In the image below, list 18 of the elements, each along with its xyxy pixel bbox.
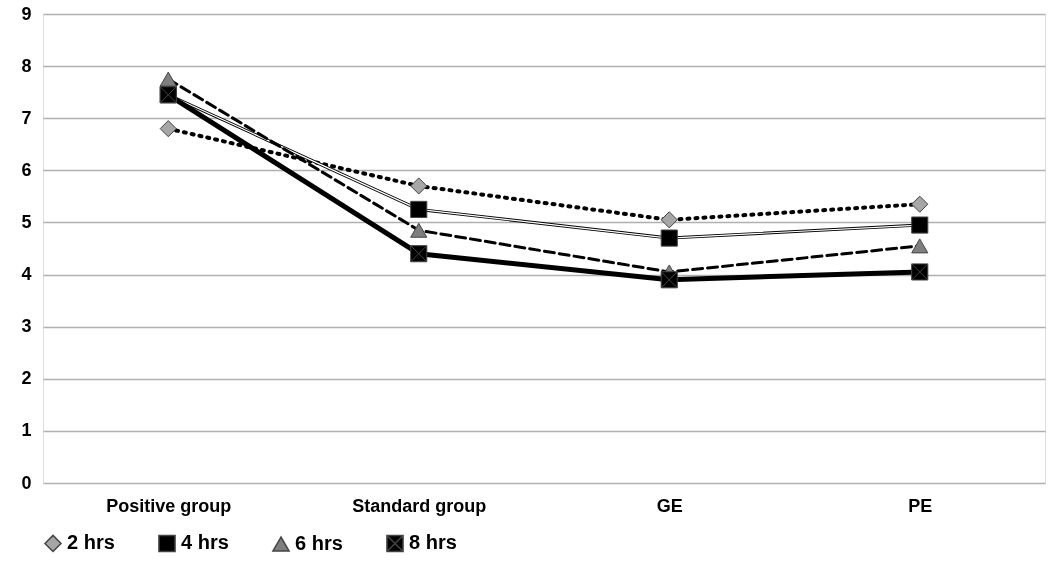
y-tick-label: 5	[21, 211, 32, 232]
y-tick-label: 7	[21, 107, 32, 128]
y-tick-label: 9	[21, 3, 32, 24]
y-tick-label: 3	[21, 316, 32, 337]
x-tick-label: Positive group	[106, 495, 232, 516]
y-tick-label: 6	[21, 159, 32, 180]
y-tick-label: 2	[21, 368, 32, 389]
y-tick-label: 0	[21, 472, 32, 493]
y-tick-label: 8	[21, 55, 32, 76]
y-tick-label: 4	[21, 264, 32, 285]
x-tick-label: GE	[656, 495, 683, 516]
x-tick-label: Standard group	[352, 495, 487, 516]
legend-label: 8 hrs	[409, 531, 457, 554]
x-tick-label: PE	[908, 495, 933, 516]
legend-label: 2 hrs	[67, 531, 115, 554]
legend-label: 6 hrs	[295, 532, 343, 554]
legend-label: 4 hrs	[181, 531, 229, 554]
y-tick-label: 1	[21, 420, 32, 441]
